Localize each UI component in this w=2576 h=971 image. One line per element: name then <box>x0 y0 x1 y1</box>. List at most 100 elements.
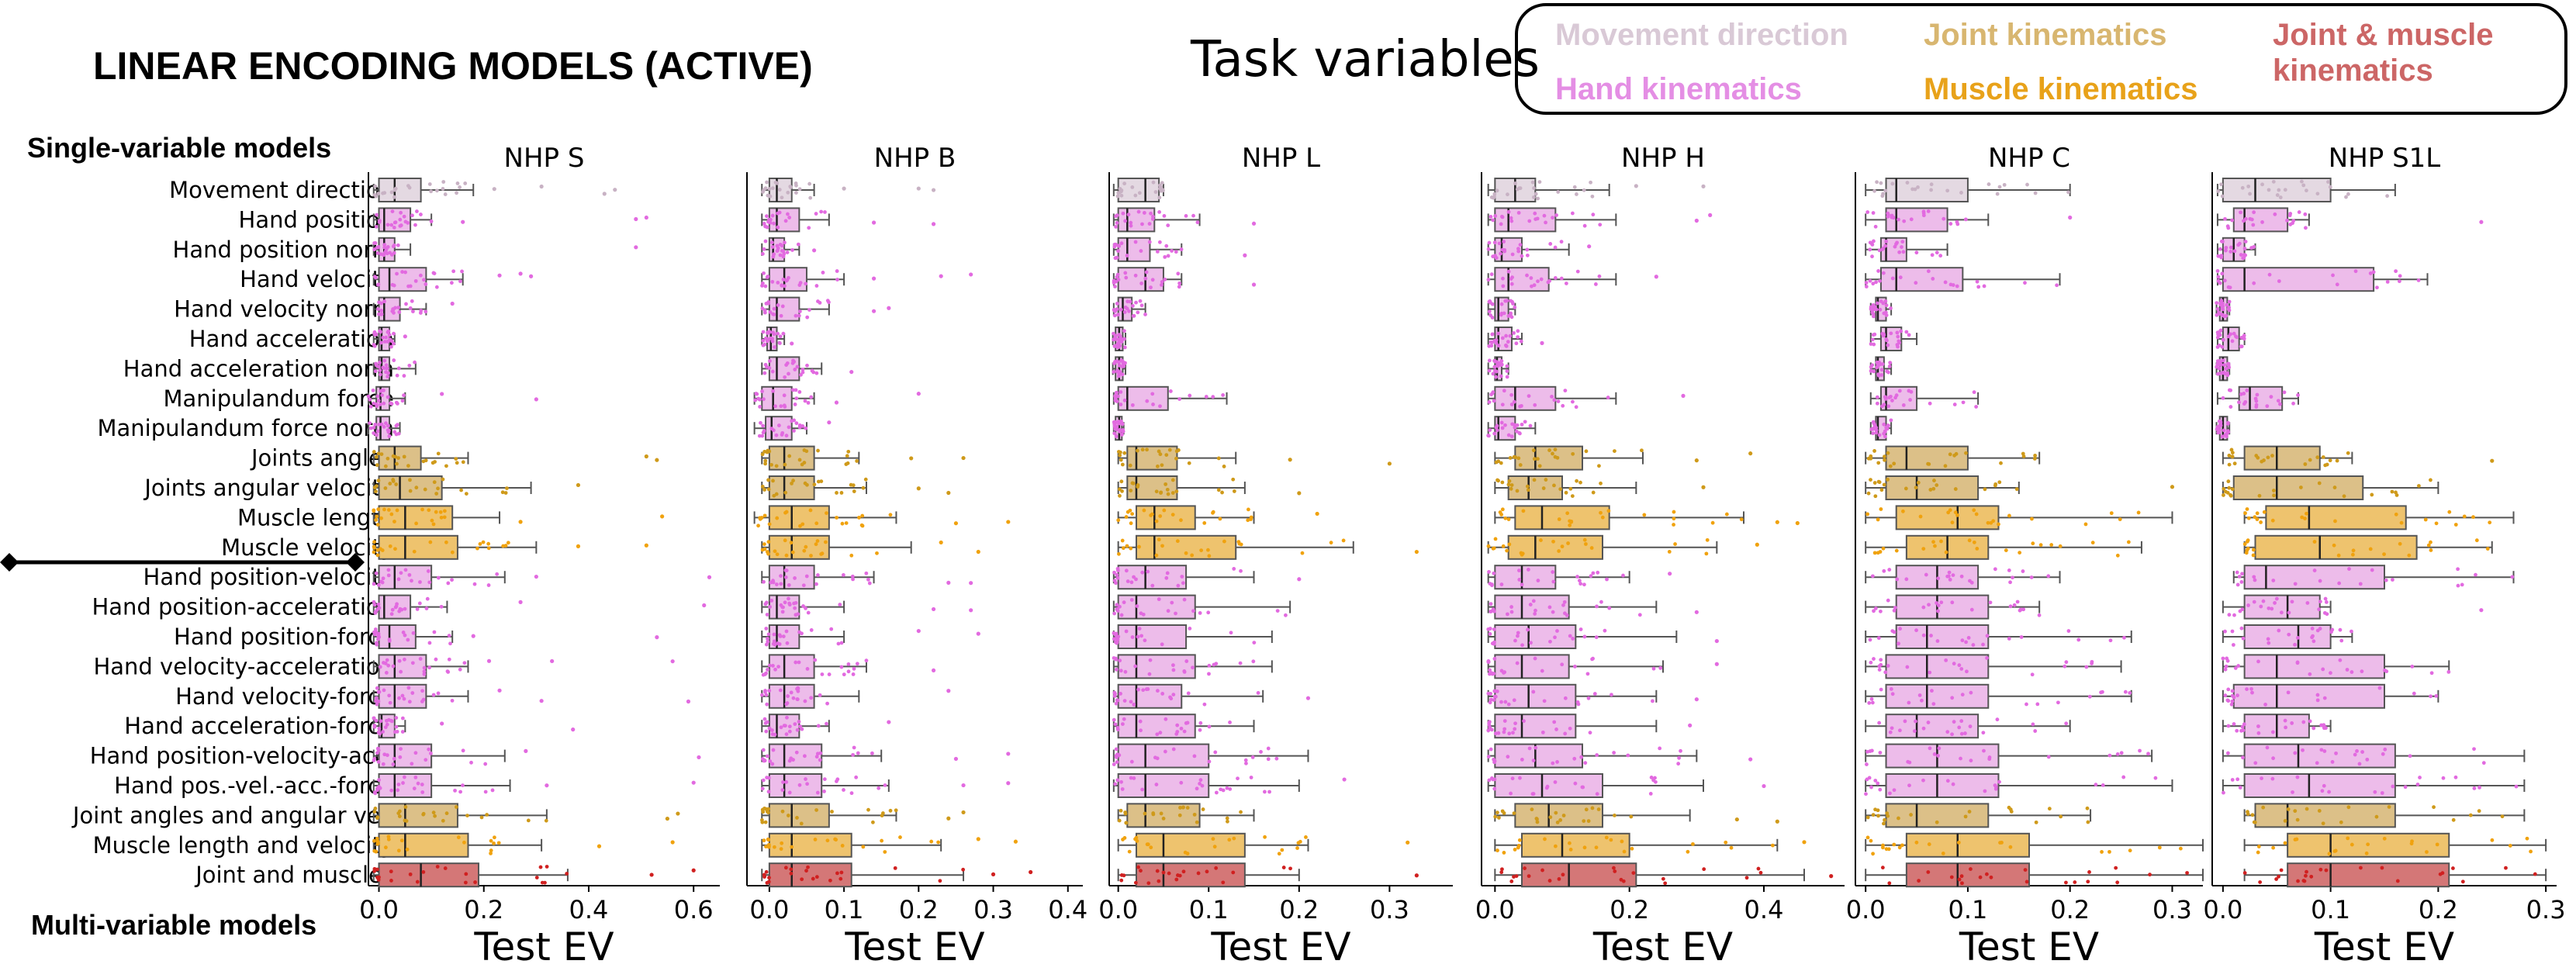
data-point <box>2267 188 2271 192</box>
data-point <box>2231 643 2235 647</box>
data-point <box>1159 188 1164 193</box>
data-point <box>543 880 547 885</box>
data-point <box>458 279 462 284</box>
data-point <box>2033 729 2038 733</box>
x-tick-label: 0.1 <box>2311 895 2350 924</box>
data-point <box>1115 607 1119 612</box>
data-point <box>1554 727 1558 731</box>
outlier-point <box>1708 213 1713 217</box>
row-label: Hand velocity <box>240 266 394 292</box>
data-point <box>1113 782 1118 786</box>
data-point <box>1138 719 1143 724</box>
data-point <box>2012 603 2017 607</box>
data-point <box>1123 219 1128 223</box>
data-point <box>1509 610 1514 614</box>
data-point <box>1955 222 1960 226</box>
data-point <box>844 521 849 525</box>
data-point <box>1516 456 1521 461</box>
iqr-box <box>378 624 417 649</box>
data-point <box>379 516 383 520</box>
data-point <box>1672 517 1676 521</box>
data-point <box>1256 691 1260 695</box>
data-point <box>2453 523 2458 527</box>
data-point <box>840 843 845 848</box>
data-point <box>1486 544 1491 548</box>
data-point <box>795 697 800 702</box>
data-point <box>1874 430 1879 435</box>
data-point <box>1222 465 1226 468</box>
legend-item: Joint kinematics <box>1924 18 2166 52</box>
data-point <box>778 341 782 346</box>
data-point <box>1122 329 1126 333</box>
data-point <box>2033 191 2038 195</box>
box-manipulandum-force <box>753 385 921 411</box>
data-point <box>1494 375 1499 379</box>
data-point <box>1124 821 1129 825</box>
data-point <box>425 596 430 601</box>
data-point <box>397 609 402 613</box>
data-point <box>1113 285 1117 289</box>
data-point <box>391 664 396 669</box>
data-point <box>767 187 772 191</box>
data-point <box>426 569 430 573</box>
data-point <box>2029 575 2034 579</box>
iqr-box <box>768 207 800 233</box>
data-point <box>1137 544 1141 549</box>
data-point <box>376 602 381 606</box>
data-point <box>1535 216 1540 221</box>
data-point <box>387 333 392 337</box>
data-point <box>2220 194 2225 199</box>
data-point <box>2230 451 2235 455</box>
data-point <box>1964 451 1968 455</box>
data-point <box>2425 850 2429 854</box>
data-point <box>2221 240 2225 244</box>
data-point <box>860 513 865 518</box>
data-point <box>1651 666 1656 671</box>
data-point <box>1116 374 1121 378</box>
data-point <box>2278 402 2282 406</box>
data-point <box>2014 487 2019 492</box>
data-point <box>2008 845 2013 849</box>
data-point <box>368 421 372 425</box>
data-point <box>1160 692 1165 696</box>
data-point <box>460 269 464 274</box>
data-point <box>1520 422 1524 427</box>
data-point <box>432 271 437 275</box>
data-point <box>1164 575 1169 580</box>
data-point <box>764 845 768 848</box>
data-point <box>1948 452 1952 457</box>
data-point <box>1932 479 1936 482</box>
data-point <box>1892 608 1897 613</box>
data-point <box>436 691 441 696</box>
data-point <box>2305 601 2310 605</box>
data-point <box>1115 302 1119 306</box>
data-point <box>2215 313 2219 317</box>
data-point <box>386 835 391 839</box>
data-point <box>2260 459 2264 464</box>
data-point <box>1939 600 1944 605</box>
data-point <box>2315 698 2320 703</box>
data-point <box>418 273 423 278</box>
data-point <box>1509 282 1514 286</box>
data-point <box>1551 451 1554 456</box>
data-point <box>2375 285 2379 290</box>
data-point <box>1871 852 1875 856</box>
data-point <box>1686 849 1690 854</box>
data-point <box>382 401 386 406</box>
data-point <box>1897 250 1902 254</box>
data-point <box>1124 629 1129 634</box>
data-point <box>1935 251 1939 255</box>
data-point <box>1886 664 1890 668</box>
data-point <box>1516 247 1520 251</box>
data-point <box>2250 690 2254 695</box>
data-point <box>2101 689 2104 694</box>
data-point <box>1989 520 1993 525</box>
data-point <box>2219 299 2224 303</box>
data-point <box>1938 254 1943 258</box>
data-point <box>1539 538 1543 542</box>
data-point <box>1927 842 1931 846</box>
data-point <box>1228 786 1233 791</box>
data-point <box>1555 629 1559 633</box>
data-point <box>766 301 770 306</box>
data-point <box>770 245 775 249</box>
